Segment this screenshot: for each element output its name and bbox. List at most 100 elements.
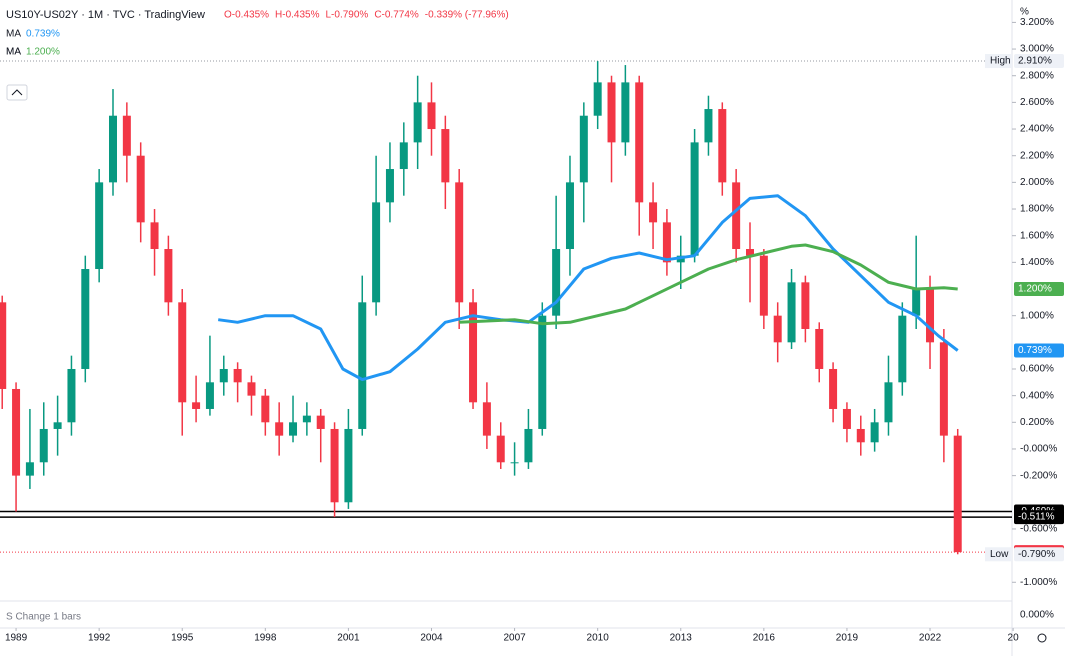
- candle-body: [469, 302, 478, 403]
- candle-body: [842, 408, 851, 429]
- y-tick-label: 3.000%: [1020, 44, 1054, 55]
- candle-body: [579, 115, 588, 183]
- candle-body: [856, 428, 865, 443]
- chart-title: US10Y-US02Y · 1M · TVC · TradingView: [6, 9, 205, 21]
- y-tick-label: 0.200%: [1020, 417, 1054, 428]
- y-tick-label: -1.000%: [1020, 577, 1057, 588]
- y-tick-label: 3.200%: [1020, 17, 1054, 28]
- candle-body: [192, 402, 201, 409]
- chevron-icon: [11, 89, 23, 96]
- ma-tag: [1014, 282, 1064, 297]
- x-tick-label: 2022: [919, 633, 942, 644]
- candle-body: [524, 428, 533, 463]
- x-tick-label: 2001: [337, 633, 360, 644]
- y-tick-label: -0.200%: [1020, 470, 1057, 481]
- extreme-tag-label: 2.910%: [1018, 56, 1052, 67]
- legend-hidden: MA: [6, 47, 21, 58]
- y-tick-label: 2.000%: [1020, 177, 1054, 188]
- y-tick-label: 0.600%: [1020, 364, 1054, 375]
- candle-body: [53, 422, 62, 429]
- candle-body: [247, 382, 256, 396]
- candle-body: [815, 328, 824, 369]
- x-tick-label: 1989: [5, 633, 28, 644]
- ohlc-value: H-0.435%: [275, 10, 320, 21]
- candle-body: [0, 302, 7, 389]
- y-tick-label: 1.800%: [1020, 204, 1054, 215]
- candle-body: [552, 249, 561, 316]
- candle-body: [330, 428, 339, 503]
- ohlc-value: C-0.774%: [374, 10, 419, 21]
- candle-body: [870, 422, 879, 443]
- x-tick-label: 2019: [836, 633, 859, 644]
- candle-body: [898, 315, 907, 383]
- candle-body: [95, 182, 104, 270]
- collapse-button[interactable]: [6, 84, 28, 101]
- ma-tag-label: 1.200%: [1018, 284, 1052, 295]
- y-tick-label: 1.000%: [1020, 310, 1054, 321]
- candle-body: [39, 428, 48, 463]
- candle-body: [690, 142, 699, 256]
- candle-body: [302, 415, 311, 423]
- candle-body: [413, 102, 422, 143]
- x-tick-label: 20: [1008, 633, 1020, 644]
- candle-body: [136, 155, 145, 223]
- legend-value: 1.200%: [26, 47, 60, 58]
- axis-unit: %: [1020, 7, 1029, 18]
- candle-body: [926, 289, 935, 343]
- ohlc-value: O-0.435%: [224, 10, 269, 21]
- candle-body: [372, 202, 381, 303]
- candle-body: [759, 255, 768, 316]
- settings-icon[interactable]: [1037, 633, 1047, 643]
- candle-body: [108, 115, 117, 183]
- candle-body: [289, 422, 298, 436]
- candle-body: [261, 395, 270, 423]
- candle-body: [635, 82, 644, 203]
- candle-body: [649, 202, 658, 223]
- x-tick-label: 1998: [254, 633, 277, 644]
- extreme-tag: [1014, 547, 1064, 562]
- candle-body: [344, 428, 353, 503]
- candle-body: [912, 289, 921, 316]
- x-tick-label: 2007: [503, 633, 526, 644]
- x-tick-label: 1995: [171, 633, 194, 644]
- x-tick-label: 2004: [420, 633, 443, 644]
- x-tick-label: 1992: [88, 633, 111, 644]
- ohlc-value: L-0.790%: [326, 10, 369, 21]
- candle-body: [399, 142, 408, 170]
- y-tick-label: 2.400%: [1020, 124, 1054, 135]
- candle-body: [482, 402, 491, 436]
- candle-body: [178, 302, 187, 403]
- candle-body: [12, 388, 21, 476]
- x-tick-label: 2013: [670, 633, 693, 644]
- legend-name: MA: [6, 29, 21, 40]
- y-tick-label: 2.800%: [1020, 70, 1054, 81]
- candle-body: [565, 182, 574, 250]
- candle-body: [773, 315, 782, 343]
- candle-body: [25, 462, 34, 476]
- ohlc-header: O-0.435% H-0.435% L-0.790% C-0.774% -0.339% …: [224, 10, 509, 21]
- y-tick-label: 0.400%: [1020, 390, 1054, 401]
- candle-body: [205, 382, 214, 409]
- candle-body: [316, 415, 325, 429]
- extreme-name-box: [985, 54, 1012, 69]
- candle-body: [884, 382, 893, 423]
- candle-body: [510, 462, 519, 464]
- y-tick-label: -0.600%: [1020, 524, 1057, 535]
- candle-body: [718, 109, 727, 183]
- candle-body: [385, 169, 394, 203]
- candle-body: [745, 249, 754, 256]
- candle-body: [150, 222, 159, 250]
- y-tick-label: 1.400%: [1020, 257, 1054, 268]
- pane-label: S Change 1 bars: [6, 612, 81, 623]
- candle-body: [621, 82, 630, 143]
- y-tick-label: -0.000%: [1020, 444, 1057, 455]
- line-tag: [1014, 510, 1064, 525]
- legend-name: MA: [6, 47, 21, 58]
- ma-tag-label: 0.739%: [1018, 345, 1052, 356]
- candle-body: [593, 82, 602, 116]
- candle-body: [164, 249, 173, 303]
- candle-body: [441, 129, 450, 183]
- candle-body: [732, 182, 741, 250]
